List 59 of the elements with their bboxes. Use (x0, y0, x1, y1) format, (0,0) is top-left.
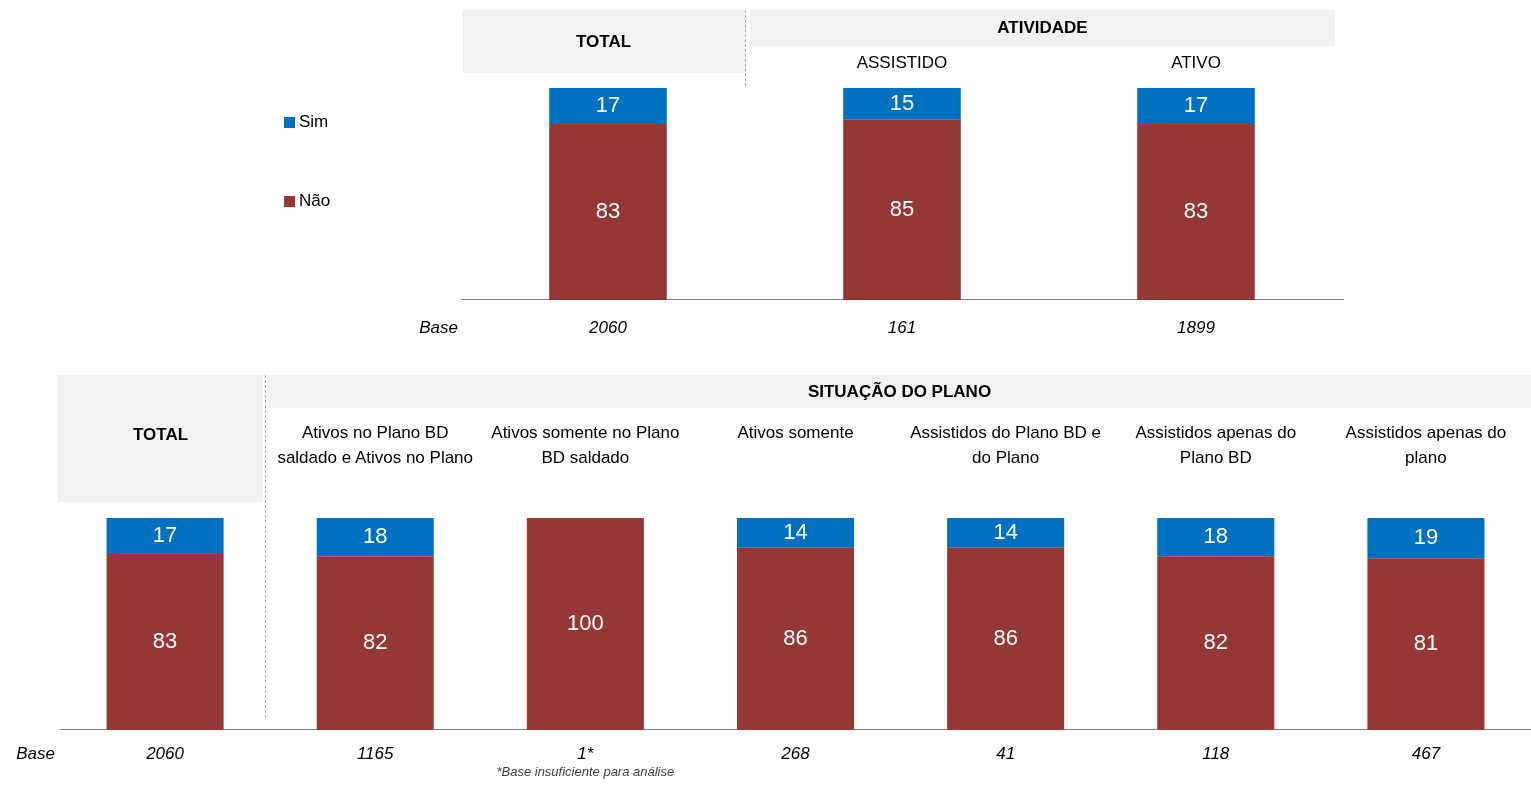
data-label: 83 (595, 198, 621, 224)
x-tick-label: Ativos no Plano BD saldado e Ativos no Plano (276, 422, 475, 469)
bar (947, 518, 1065, 548)
data-label: 83 (152, 628, 178, 654)
text: 2060 (145, 744, 185, 764)
text: Base (15, 744, 55, 764)
text: 161 (886, 318, 918, 338)
data-label: 14 (993, 518, 1018, 544)
x-tick-label: Assistidos apenas do Plano BD (1134, 422, 1298, 469)
data-label: 86 (783, 624, 808, 650)
data-label: 83 (1183, 198, 1209, 224)
x-tick-label: Ativos somente (736, 422, 855, 444)
data-label: 17 (595, 92, 621, 118)
text: 268 (780, 744, 811, 764)
x-tick-label: TOTAL (462, 10, 745, 73)
data-label: 15 (889, 89, 915, 115)
text: 2060 (588, 318, 628, 338)
legend-label: Sim (299, 112, 329, 132)
legend-label: Não (299, 191, 331, 211)
data-label: 81 (1413, 630, 1439, 656)
text: *Base insuficiente para análise (495, 764, 676, 779)
text: Base (418, 318, 458, 338)
text: 467 (1410, 744, 1442, 764)
bar (736, 518, 855, 548)
data-label: 19 (1413, 524, 1439, 550)
data-label: 82 (362, 629, 388, 655)
bar (526, 518, 644, 730)
data-label: 85 (889, 195, 915, 221)
text: 1165 (355, 744, 395, 764)
text: 118 (1201, 744, 1231, 764)
text: SITUAÇÃO DO PLANO (268, 375, 1531, 408)
bar (1367, 558, 1485, 730)
data-label: 100 (567, 610, 604, 636)
data-label: 17 (1183, 92, 1209, 118)
bar (316, 518, 434, 557)
text: 1899 (1176, 318, 1216, 338)
bar (316, 556, 434, 730)
bar (736, 547, 855, 730)
text: 41 (995, 744, 1017, 764)
bar (106, 554, 224, 730)
data-label: 18 (362, 523, 388, 549)
data-label: 14 (783, 518, 808, 544)
data-label: 86 (993, 624, 1018, 650)
data-label: 82 (1203, 629, 1229, 655)
text: 1* (576, 744, 595, 764)
bar (1367, 518, 1485, 559)
text: ATIVIDADE (750, 10, 1335, 46)
x-tick-label: ATIVO (1170, 52, 1222, 74)
x-tick-label: Ativos somente no Plano BD saldado (490, 422, 681, 469)
data-label: 17 (152, 522, 178, 548)
x-tick-label: TOTAL (58, 375, 263, 502)
x-tick-label: ASSISTIDO (855, 52, 949, 74)
bar (1157, 518, 1275, 557)
bar (1157, 556, 1275, 730)
data-label: 18 (1203, 523, 1229, 549)
bar (947, 547, 1065, 730)
x-tick-label: Assistidos apenas do plano (1344, 422, 1508, 469)
x-tick-label: Assistidos do Plano BD e do Plano (909, 422, 1103, 469)
bar (106, 518, 224, 555)
